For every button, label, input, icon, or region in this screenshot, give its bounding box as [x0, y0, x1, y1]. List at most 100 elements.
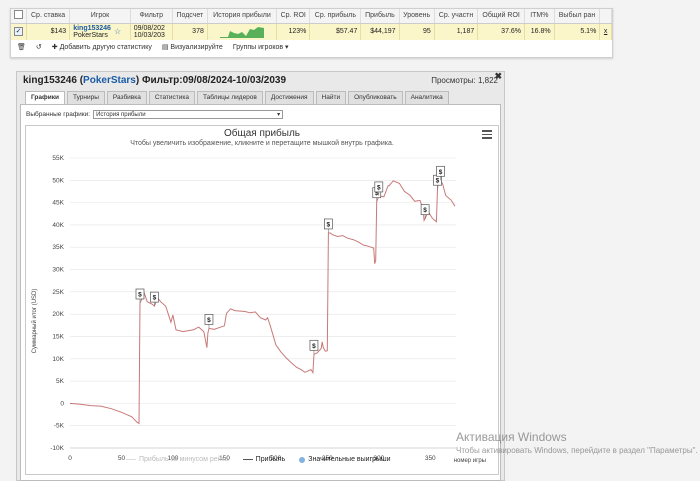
profit-chart[interactable]: Общая прибыль Чтобы увеличить изображени… [25, 125, 499, 475]
tab-find[interactable]: Найти [315, 91, 347, 104]
visualize-button[interactable]: ▤ Визуализируйте [161, 44, 223, 51]
y-tick-label: 15K [52, 333, 64, 340]
big-win-marker[interactable]: $ [150, 291, 159, 307]
chart-legend: Прибыль за минусом рейка Прибыль Значите… [126, 456, 391, 463]
refresh-icon[interactable]: ↺ [35, 44, 42, 51]
tab-bar: Графики Турниры Разбивка Статистика Табл… [17, 91, 504, 104]
col-filter[interactable]: Фильтр [130, 9, 173, 24]
legend-item-big-wins[interactable]: Значительные выигрыши [299, 456, 391, 463]
col-level[interactable]: Уровень [399, 9, 435, 24]
y-tick-label: 35K [52, 244, 64, 251]
col-itm[interactable]: ITM% [524, 9, 555, 24]
windows-activation-watermark: Активация Windows Чтобы активировать Win… [456, 430, 698, 455]
cell-itm: 16.8% [524, 23, 555, 40]
close-window-button[interactable]: ✖ [494, 71, 502, 81]
stats-panel: Ср. ставка Игрок Фильтр Подсчет История … [10, 8, 613, 58]
x-axis-label: номер игры [453, 458, 486, 464]
y-axis-label: Суммарный итог (USD) [31, 289, 38, 354]
views-counter: Просмотры: 1,822 [431, 75, 498, 85]
big-win-marker[interactable]: $ [204, 314, 214, 329]
cell-total-roi: 37.6% [477, 23, 526, 40]
cell-level: 95 [399, 23, 435, 40]
cell-player: king153246 PokerStars ☆ [69, 23, 131, 40]
x-tick-label: 300 [373, 455, 384, 462]
legend-item-net-profit[interactable]: Прибыль за минусом рейка [126, 456, 229, 463]
check-icon: ✓ [14, 27, 23, 37]
x-tick-label: 150 [219, 455, 230, 462]
cell-sparkline [207, 23, 278, 40]
tab-breakdown[interactable]: Разбивка [106, 91, 147, 104]
legend-item-profit[interactable]: Прибыль [242, 456, 285, 463]
svg-text:$: $ [423, 207, 427, 214]
svg-text:$: $ [312, 343, 316, 350]
col-remove [599, 9, 612, 24]
window-filter: Фильтр:09/08/2024-10/03/2039 [141, 74, 287, 86]
select-all-checkbox[interactable] [11, 9, 27, 24]
tab-achievements[interactable]: Достижения [264, 91, 314, 104]
cell-early-out: 5.1% [554, 23, 601, 40]
y-tick-label: 45K [52, 200, 64, 207]
trash-icon[interactable]: 🗑 [17, 44, 26, 51]
tab-statistics[interactable]: Статистика [148, 91, 195, 104]
col-avg-stake[interactable]: Ср. ставка [26, 9, 71, 24]
big-win-marker[interactable]: $ [309, 339, 319, 355]
col-early-out[interactable]: Выбыл ран [554, 9, 601, 24]
svg-text:$: $ [375, 190, 379, 197]
col-profit-history[interactable]: История прибыли [207, 9, 278, 24]
player-link[interactable]: king153246 [73, 24, 111, 32]
cell-filter: 09/08/202 10/03/203 [130, 23, 173, 40]
svg-text:$: $ [377, 184, 381, 191]
tab-graphs[interactable]: Графики [25, 91, 65, 104]
svg-text:$: $ [207, 317, 211, 324]
window-player-name: king153246 [23, 74, 77, 86]
chevron-down-icon: ▾ [277, 112, 281, 118]
big-win-marker[interactable]: $ [135, 288, 145, 303]
svg-text:$: $ [436, 178, 440, 185]
big-win-marker[interactable]: $ [436, 165, 445, 181]
svg-text:$: $ [153, 295, 157, 302]
filter-from: 09/08/202 [133, 24, 165, 32]
stats-header-row: Ср. ставка Игрок Фильтр Подсчет История … [11, 9, 612, 24]
col-avg-profit[interactable]: Ср. прибыль [309, 9, 362, 24]
graph-select[interactable]: История прибыли ▾ [93, 110, 284, 119]
player-window: ✖ king153246 (PokerStars) Фильтр:09/08/2… [16, 71, 505, 481]
big-win-marker[interactable]: $ [420, 204, 430, 219]
col-total-roi[interactable]: Общий ROI [477, 9, 526, 24]
window-header: king153246 (PokerStars) Фильтр:09/08/202… [17, 72, 504, 88]
y-tick-label: 5K [56, 378, 65, 385]
player-groups-button[interactable]: Группы игроков ▾ [232, 44, 289, 51]
tab-tournaments[interactable]: Турниры [66, 91, 105, 104]
col-profit[interactable]: Прибыль [360, 9, 400, 24]
big-win-marker[interactable]: $ [374, 181, 384, 196]
y-tick-label: 30K [52, 267, 64, 274]
tab-content: Выбранные графики: История прибыли ▾ Общ… [20, 104, 501, 481]
col-avg-roi[interactable]: Ср. ROI [276, 9, 311, 24]
x-tick-label: 50 [118, 455, 126, 462]
tab-analytics[interactable]: Аналитика [404, 91, 449, 104]
x-tick-label: 100 [168, 455, 179, 462]
tab-publish[interactable]: Опубликовать [348, 91, 403, 104]
cell-count: 378 [172, 23, 208, 40]
cell-avg-profit: $57.47 [309, 23, 362, 40]
col-avg-entrants[interactable]: Ср. участн [434, 9, 479, 24]
cell-avg-stake: $143 [26, 23, 71, 40]
window-site-link[interactable]: PokerStars [83, 74, 136, 86]
x-tick-label: 0 [68, 455, 72, 462]
svg-text:$: $ [439, 169, 443, 176]
y-tick-label: 20K [52, 311, 64, 318]
row-checkbox[interactable]: ✓ [11, 23, 27, 40]
add-stat-button[interactable]: ✚ Добавить другую статистику [51, 44, 152, 51]
series-line-profit [69, 176, 456, 425]
cell-avg-entrants: 1,187 [434, 23, 479, 40]
y-tick-label: 50K [52, 177, 64, 184]
remove-row-button[interactable]: x [599, 23, 612, 40]
chart-menu-icon[interactable] [482, 130, 492, 141]
star-icon[interactable]: ☆ [113, 27, 122, 37]
col-player[interactable]: Игрок [69, 9, 131, 24]
y-tick-label: 0 [60, 400, 64, 407]
tab-leaderboards[interactable]: Таблицы лидеров [197, 91, 263, 104]
col-count[interactable]: Подсчет [172, 9, 208, 24]
graph-select-row: Выбранные графики: История прибыли ▾ [21, 105, 500, 119]
chart-plot: -10K -5K 0 5K 10K 15K 20K 25K 30K 35K 40K 45K 50K 55K… [31, 155, 456, 462]
big-win-marker[interactable]: $ [324, 218, 333, 233]
